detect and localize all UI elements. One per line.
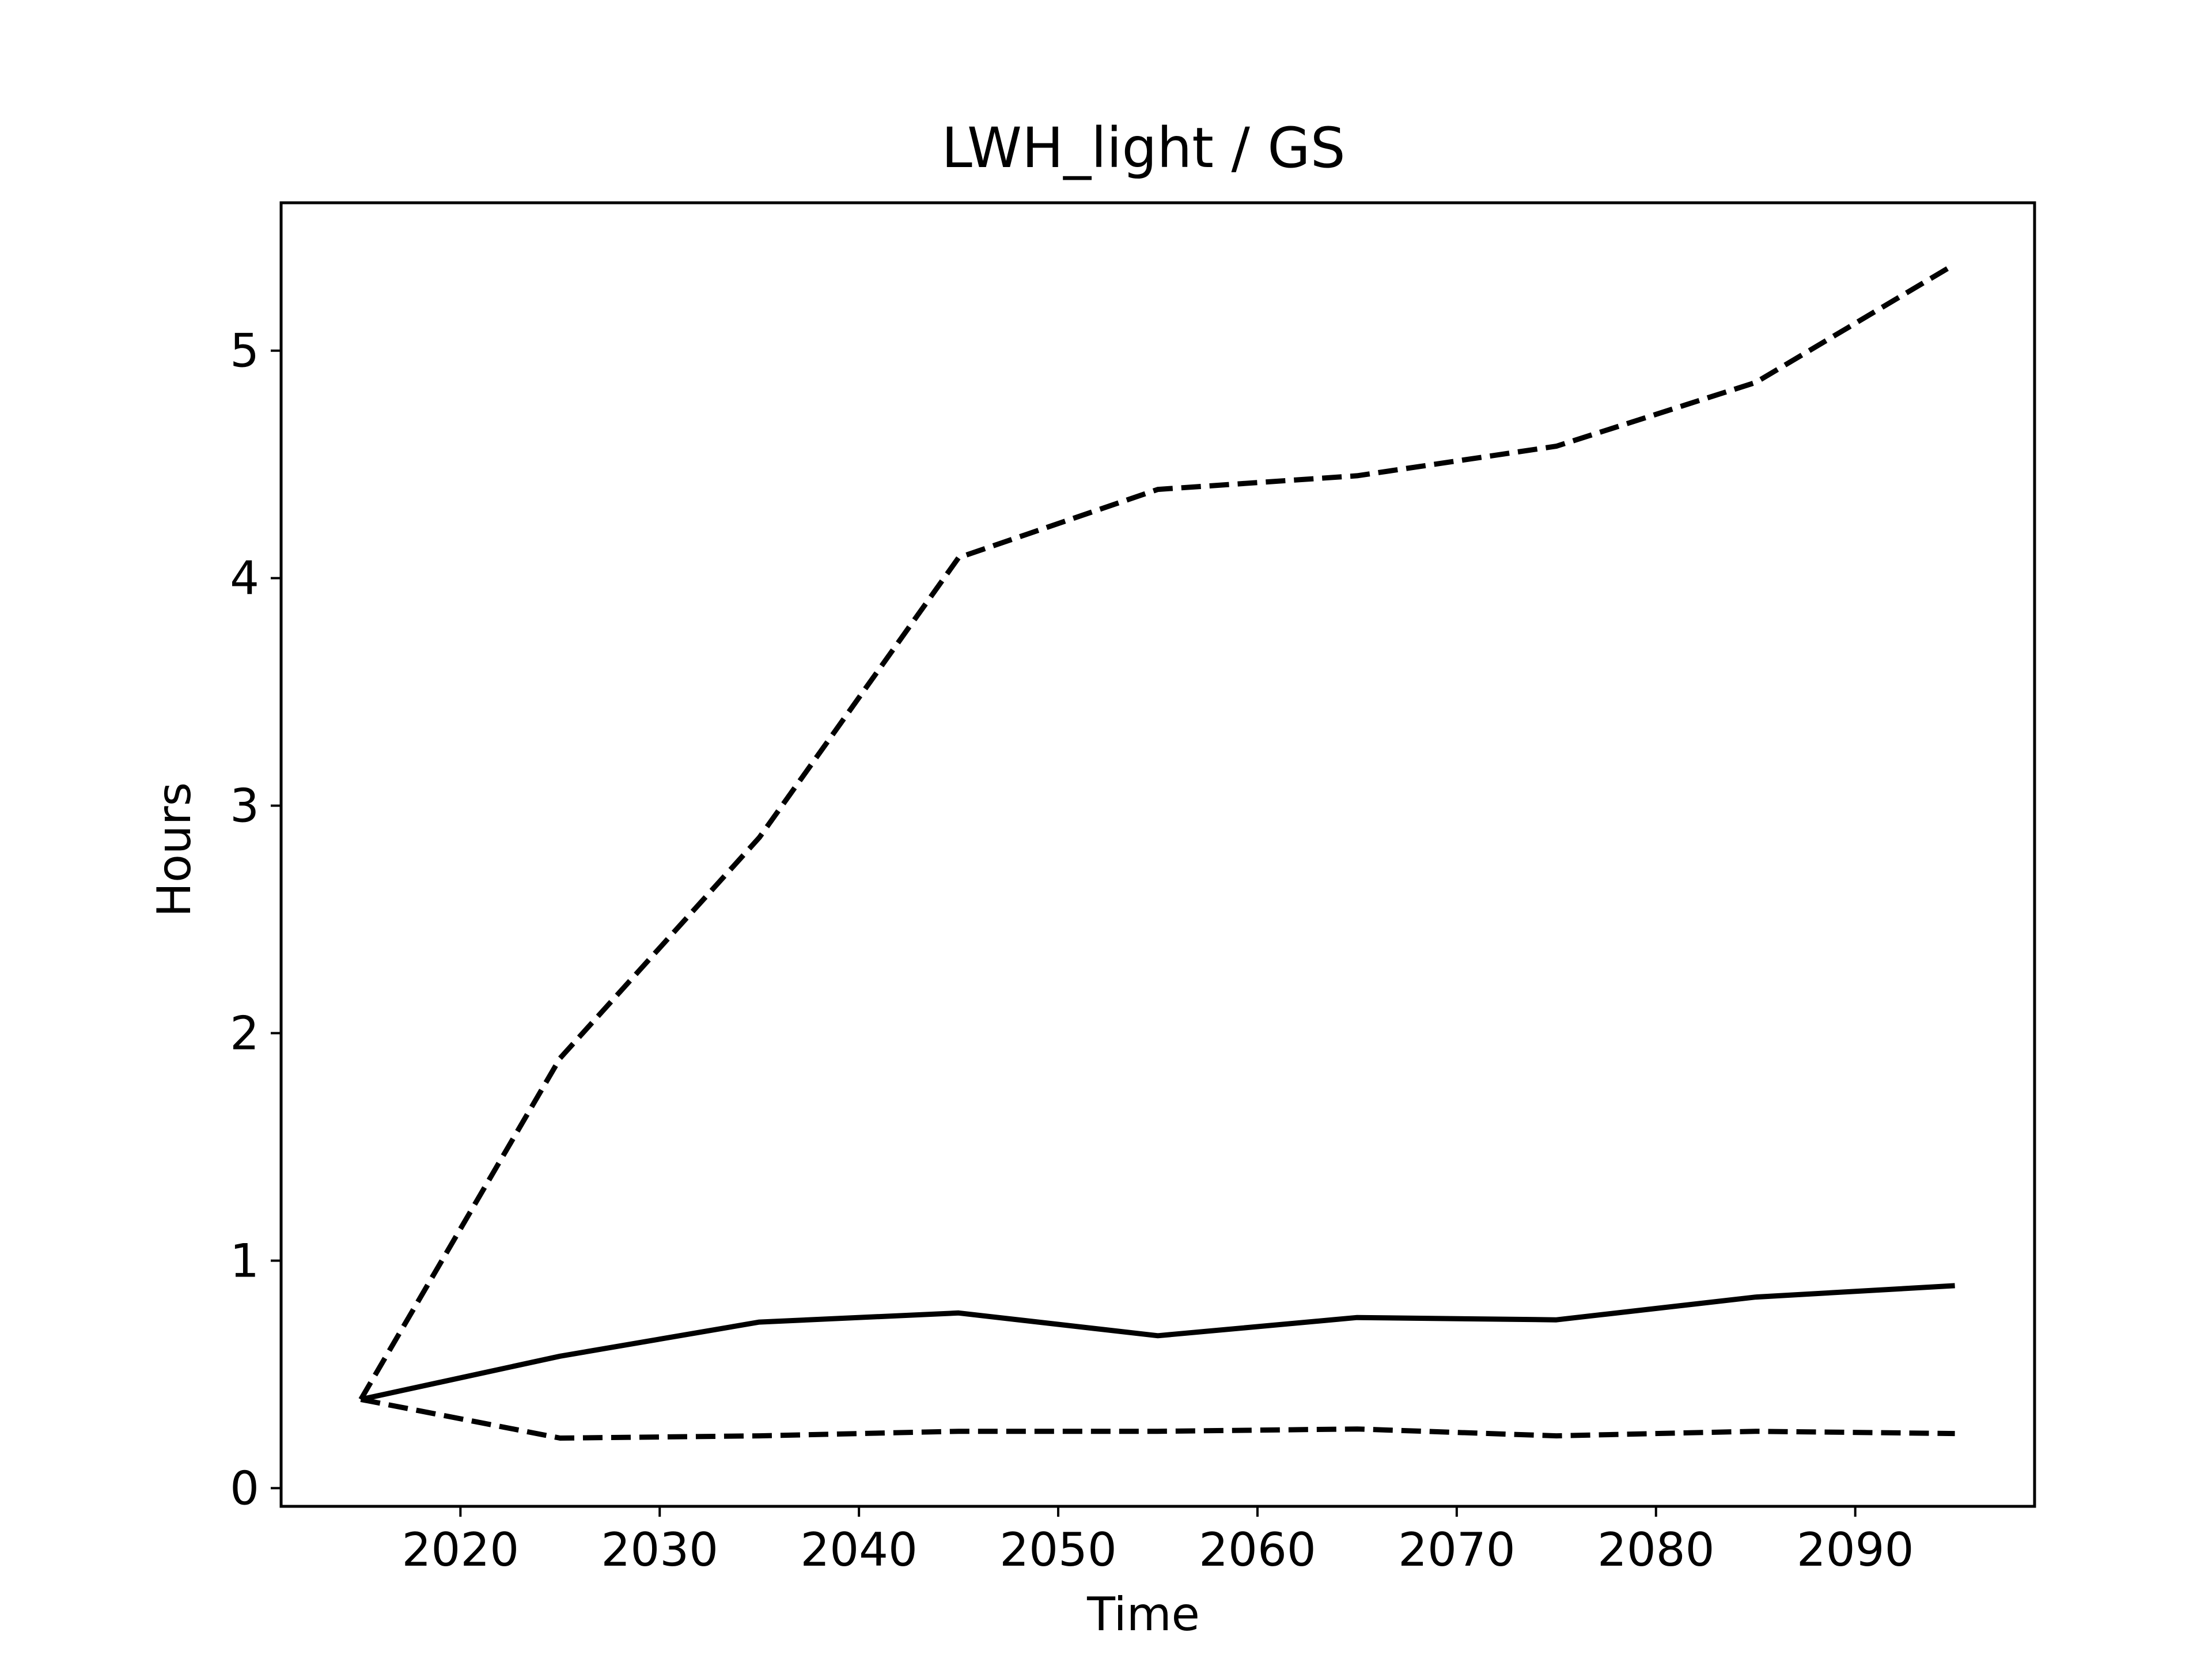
x-tick-label: 2060 xyxy=(1199,1523,1316,1577)
series-line-3-dashed xyxy=(360,1396,1955,1441)
y-tick-label: 0 xyxy=(230,1461,259,1515)
y-tick-label: 1 xyxy=(230,1234,259,1287)
x-tick-label: 2020 xyxy=(402,1523,520,1577)
chart-title: LWH_light / GS xyxy=(941,116,1345,180)
y-tick-label: 2 xyxy=(230,1007,259,1060)
x-tick-label: 2090 xyxy=(1797,1523,1914,1577)
series-line-2-dashed xyxy=(358,262,1956,1401)
x-tick-label: 2050 xyxy=(999,1523,1117,1577)
y-tick-label: 3 xyxy=(230,779,259,833)
x-tick-label: 2040 xyxy=(800,1523,918,1577)
y-tick-label: 4 xyxy=(230,552,259,605)
series-layer xyxy=(358,262,1956,1441)
series-line-1-solid xyxy=(360,1283,1955,1402)
y-tick-label: 5 xyxy=(230,324,259,378)
x-tick-label: 2070 xyxy=(1398,1523,1516,1577)
x-tick-label: 2080 xyxy=(1597,1523,1715,1577)
x-axis: 2020 2030 2040 2050 2060 2070 2080 2090 xyxy=(402,1506,1914,1577)
y-axis: 0 1 2 3 4 5 xyxy=(230,324,281,1515)
y-axis-label: Hours xyxy=(147,782,201,917)
x-tick-label: 2030 xyxy=(601,1523,718,1577)
x-axis-label: Time xyxy=(1086,1588,1200,1641)
plot-area xyxy=(279,201,2036,1508)
